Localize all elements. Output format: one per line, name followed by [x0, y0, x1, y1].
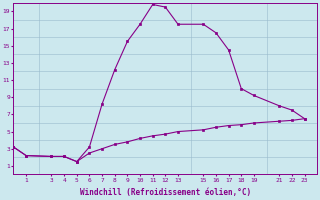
X-axis label: Windchill (Refroidissement éolien,°C): Windchill (Refroidissement éolien,°C) [80, 188, 251, 197]
